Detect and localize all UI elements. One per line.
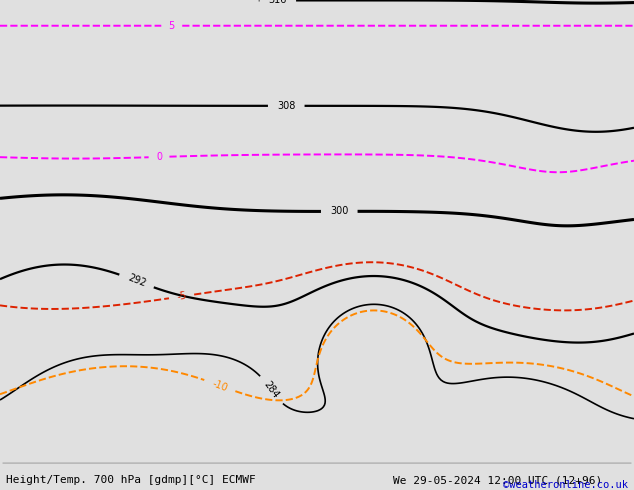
Text: 308: 308 xyxy=(277,101,295,111)
Text: -5: -5 xyxy=(176,291,187,302)
Text: 0: 0 xyxy=(156,152,162,162)
Text: We 29-05-2024 12:00 UTC (12+96): We 29-05-2024 12:00 UTC (12+96) xyxy=(393,475,602,485)
Text: Height/Temp. 700 hPa [gdmp][°C] ECMWF: Height/Temp. 700 hPa [gdmp][°C] ECMWF xyxy=(6,475,256,485)
Text: 316: 316 xyxy=(269,0,287,5)
Text: 292: 292 xyxy=(126,273,147,289)
Text: 284: 284 xyxy=(262,380,281,400)
Text: 300: 300 xyxy=(330,206,349,217)
Text: -10: -10 xyxy=(210,378,229,393)
Text: 5: 5 xyxy=(169,21,175,31)
Text: ©weatheronline.co.uk: ©weatheronline.co.uk xyxy=(503,480,628,490)
